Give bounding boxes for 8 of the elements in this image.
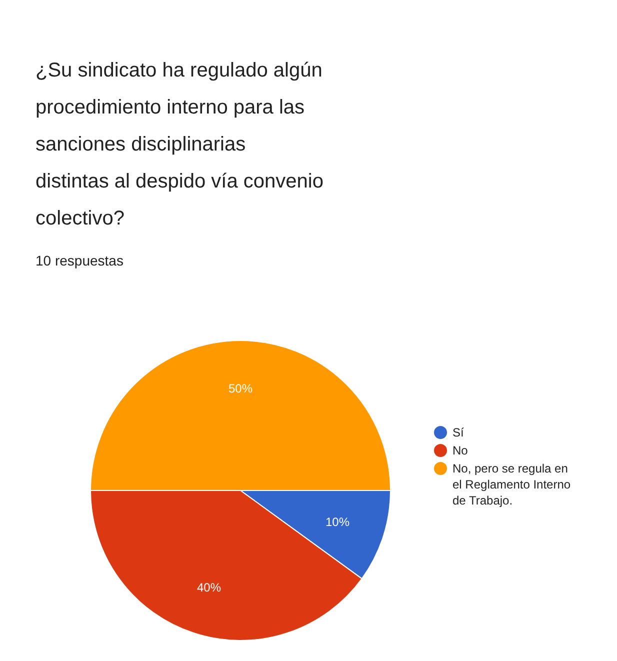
data-label: 50% bbox=[228, 382, 253, 396]
chart-title: ¿Su sindicato ha regulado algún procedimiento interno para las sanciones disciplinarias distintas al despido vía convenio colectivo? bbox=[36, 60, 324, 230]
legend-label: No bbox=[452, 444, 468, 458]
data-label: 40% bbox=[196, 580, 222, 595]
legend-label: No, pero se regula en el Reglamento Interno de Trabajo. bbox=[452, 462, 571, 508]
legend-label: Sí bbox=[452, 426, 465, 440]
data-label: 10% bbox=[326, 515, 350, 530]
chart-subtitle: 10 respuestas bbox=[36, 252, 124, 268]
